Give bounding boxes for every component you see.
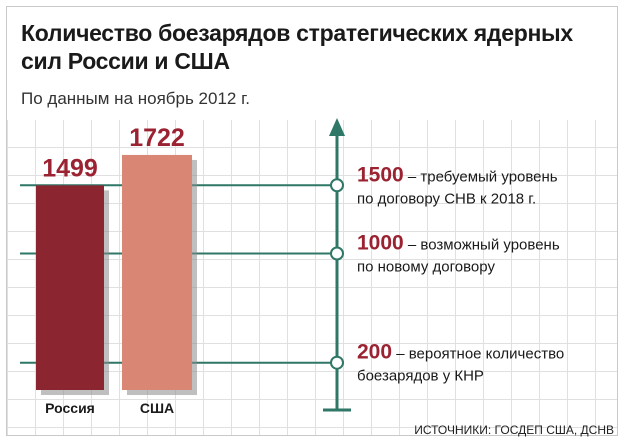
bar-value-label-0: 1499	[42, 154, 98, 182]
annotation-text-2: – вероятное количество	[392, 346, 564, 363]
bar-1	[122, 154, 192, 390]
header: Количество боезарядов стратегических яде…	[7, 7, 617, 120]
category-label-0: Россия	[45, 400, 95, 416]
bar-0	[36, 185, 104, 390]
annotation-value-2: 200	[357, 341, 392, 364]
bar-value-label-1: 1722	[129, 124, 185, 152]
chart-title: Количество боезарядов стратегических яде…	[21, 20, 573, 74]
source-note: ИСТОЧНИКИ: ГОСДЕП США, ДСНВ	[414, 423, 614, 437]
annotation-line1-2: 200 – вероятное количество	[357, 341, 564, 364]
annotation-line2-0: по договору СНВ к 2018 г.	[357, 190, 536, 207]
annotation-text-1: – возможный уровень	[404, 237, 560, 254]
reference-marker-2	[330, 355, 344, 370]
annotation-line1-0: 1500 – требуемый уровень	[357, 163, 558, 186]
annotation-line2-1: по новому договору	[357, 259, 495, 276]
annotation-text-0: – требуемый уровень	[404, 168, 558, 185]
axis-arrow	[329, 118, 345, 136]
annotation-line2-2: боезарядов у КНР	[357, 368, 484, 385]
annotation-value-1: 1000	[357, 232, 404, 255]
chart-subtitle: По данным на ноябрь 2012 г.	[21, 89, 250, 108]
annotation-line1-1: 1000 – возможный уровень	[357, 232, 560, 255]
annotation-value-0: 1500	[357, 163, 404, 186]
reference-marker-0	[330, 178, 344, 193]
category-label-1: США	[140, 400, 174, 416]
reference-marker-1	[330, 246, 344, 261]
